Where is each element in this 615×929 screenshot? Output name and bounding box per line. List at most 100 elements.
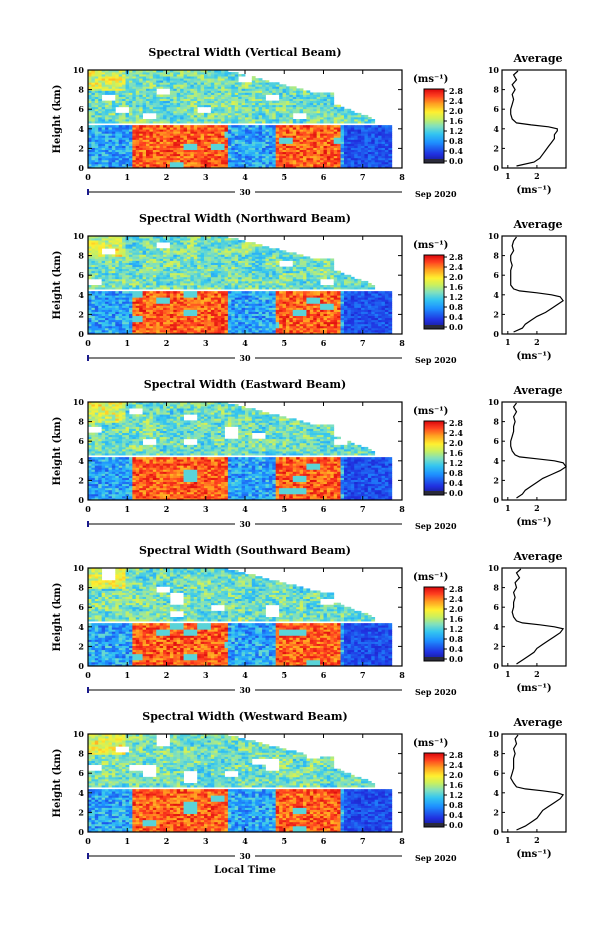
profile-y-tick-label: 4 <box>493 622 499 632</box>
x-tick-label: 5 <box>281 504 287 514</box>
x-tick-label: 4 <box>242 504 248 514</box>
profile-title: Average <box>512 716 562 729</box>
y-tick-label: 10 <box>73 563 85 573</box>
x-tick-label: 8 <box>399 338 405 348</box>
x-tick-label: 2 <box>164 836 170 846</box>
colorbar-tick-label: 2.4 <box>449 594 463 604</box>
y-axis-label: Height (km) <box>52 417 63 486</box>
colorbar-unit: (ms⁻¹) <box>413 406 448 417</box>
profile-x-tick-label: 1 <box>505 171 511 181</box>
x-tick-label: 6 <box>321 836 327 846</box>
panel-title: Spectral Width (Westward Beam) <box>142 710 347 723</box>
y-tick-label: 0 <box>78 329 84 339</box>
colorbar-tick-label: 2.0 <box>449 604 463 614</box>
colorbar: 0.00.40.81.21.62.02.42.8 <box>423 750 463 830</box>
colorbar-tick-label: 2.8 <box>449 252 463 262</box>
colorbar-tick-label: 1.6 <box>449 282 463 292</box>
panel-2: Spectral Width (Eastward Beam)0 1 2 3 4 5 6 7 80… <box>52 378 567 531</box>
x-tick-label: 7 <box>360 670 366 680</box>
y-tick-label: 6 <box>78 104 84 114</box>
y-tick-label: 8 <box>78 251 84 261</box>
x-tick-label: 5 <box>281 670 287 680</box>
colorbar-tick-label: 0.0 <box>449 156 463 166</box>
profile-frame <box>501 235 567 335</box>
profile-frame <box>501 69 567 169</box>
date-label: 30 <box>239 353 251 363</box>
profile-title: Average <box>512 550 562 563</box>
heatmap-cells <box>88 734 393 833</box>
date-suffix: Sep 2020 <box>415 687 457 697</box>
colorbar-tick-label: 1.2 <box>449 458 463 468</box>
colorbar-tick-label: 2.8 <box>449 750 463 760</box>
profile-y-tick-label: 4 <box>493 124 499 134</box>
profile-y-tick-label: 6 <box>493 768 499 778</box>
colorbar-tick-label: 2.4 <box>449 760 463 770</box>
x-tick-label: 7 <box>360 504 366 514</box>
profile-y-tick-label: 2 <box>493 641 499 651</box>
x-tick-label: 8 <box>399 836 405 846</box>
profile-y-tick-label: 8 <box>493 583 499 593</box>
profile-line <box>510 70 558 167</box>
y-tick-label: 0 <box>78 495 84 505</box>
profile-frame <box>501 733 567 833</box>
profile-x-tick-label: 1 <box>505 337 511 347</box>
y-tick-label: 4 <box>78 456 84 466</box>
colorbar-tick-label: 0.8 <box>449 800 463 810</box>
date-suffix: Sep 2020 <box>415 853 457 863</box>
x-tick-label: 8 <box>399 172 405 182</box>
x-tick-label: 2 <box>164 670 170 680</box>
x-tick-label: 8 <box>399 670 405 680</box>
x-tick-label: 6 <box>321 338 327 348</box>
panel-3: Spectral Width (Southward Beam)0 1 2 3 4 5 6 7 8… <box>52 544 567 697</box>
profile-x-tick-label: 1 <box>505 503 511 513</box>
x-tick-label: 5 <box>281 172 287 182</box>
colorbar-tick-label: 1.6 <box>449 780 463 790</box>
heatmap-cells <box>88 568 393 667</box>
y-tick-label: 8 <box>78 749 84 759</box>
colorbar-tick-label: 2.0 <box>449 272 463 282</box>
colorbar-tick-label: 0.4 <box>449 146 463 156</box>
x-tick-label: 3 <box>203 338 209 348</box>
date-suffix: Sep 2020 <box>415 189 457 199</box>
profile-y-tick-label: 6 <box>493 602 499 612</box>
profile-x-tick-label: 1 <box>505 669 511 679</box>
colorbar-tick-label: 0.4 <box>449 312 463 322</box>
colorbar-tick-label: 2.4 <box>449 262 463 272</box>
x-tick-label: 1 <box>124 338 130 348</box>
y-tick-label: 10 <box>73 65 85 75</box>
panel-4: Spectral Width (Westward Beam)0 1 2 3 4 5 6 7 80… <box>52 710 567 876</box>
x-tick-label: 1 <box>124 670 130 680</box>
colorbar-tick-label: 1.2 <box>449 126 463 136</box>
colorbar-tick-label: 0.8 <box>449 136 463 146</box>
date-label: 30 <box>239 851 251 861</box>
colorbar-tick-label: 2.8 <box>449 86 463 96</box>
date-suffix: Sep 2020 <box>415 521 457 531</box>
y-tick-label: 0 <box>78 163 84 173</box>
y-tick-label: 4 <box>78 788 84 798</box>
y-tick-label: 2 <box>78 309 84 319</box>
x-tick-label: 5 <box>281 836 287 846</box>
colorbar-tick-label: 1.2 <box>449 790 463 800</box>
colorbar-unit: (ms⁻¹) <box>413 74 448 85</box>
profile-line <box>510 402 567 499</box>
colorbar-tick-label: 0.0 <box>449 654 463 664</box>
colorbar: 0.00.40.81.21.62.02.42.8 <box>423 418 463 498</box>
x-tick-label: 0 <box>85 172 91 182</box>
colorbar: 0.00.40.81.21.62.02.42.8 <box>423 584 463 664</box>
y-axis-label: Height (km) <box>52 583 63 652</box>
x-tick-label: 6 <box>321 504 327 514</box>
profile-y-tick-label: 0 <box>493 495 499 505</box>
panel-title: Spectral Width (Southward Beam) <box>139 544 351 557</box>
y-tick-label: 0 <box>78 661 84 671</box>
x-tick-label: 4 <box>242 172 248 182</box>
x-tick-label: 3 <box>203 836 209 846</box>
profile-y-tick-label: 6 <box>493 436 499 446</box>
panel-title: Spectral Width (Northward Beam) <box>139 212 351 225</box>
y-axis-label: Height (km) <box>52 85 63 154</box>
profile-x-tick-label: 1 <box>505 835 511 845</box>
colorbar: 0.00.40.81.21.62.02.42.8 <box>423 252 463 332</box>
y-tick-label: 6 <box>78 768 84 778</box>
